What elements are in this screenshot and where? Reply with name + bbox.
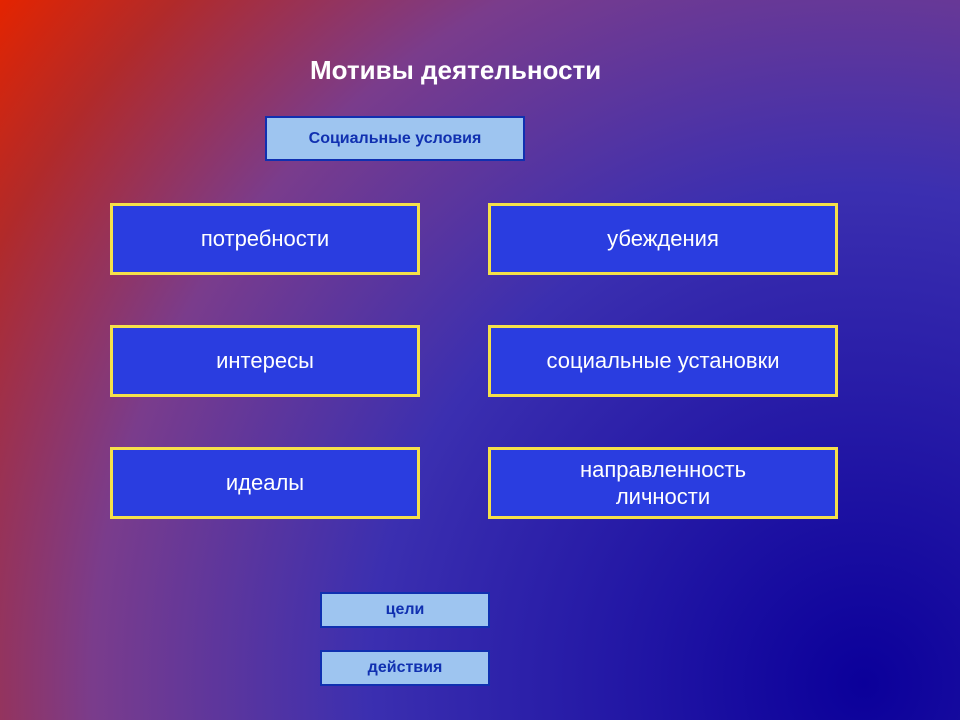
slide-title: Мотивы деятельности (310, 55, 601, 86)
small-box-social-conditions: Социальные условия (265, 116, 525, 161)
small-box-actions: действия (320, 650, 490, 686)
small-box-goals: цели (320, 592, 490, 628)
big-box-attitudes: социальные установки (488, 325, 838, 397)
big-box-orientation: направленность личности (488, 447, 838, 519)
big-box-ideals: идеалы (110, 447, 420, 519)
big-box-needs: потребности (110, 203, 420, 275)
slide-stage: Мотивы деятельности Социальные условия цел… (0, 0, 960, 720)
big-box-beliefs: убеждения (488, 203, 838, 275)
big-box-interests: интересы (110, 325, 420, 397)
